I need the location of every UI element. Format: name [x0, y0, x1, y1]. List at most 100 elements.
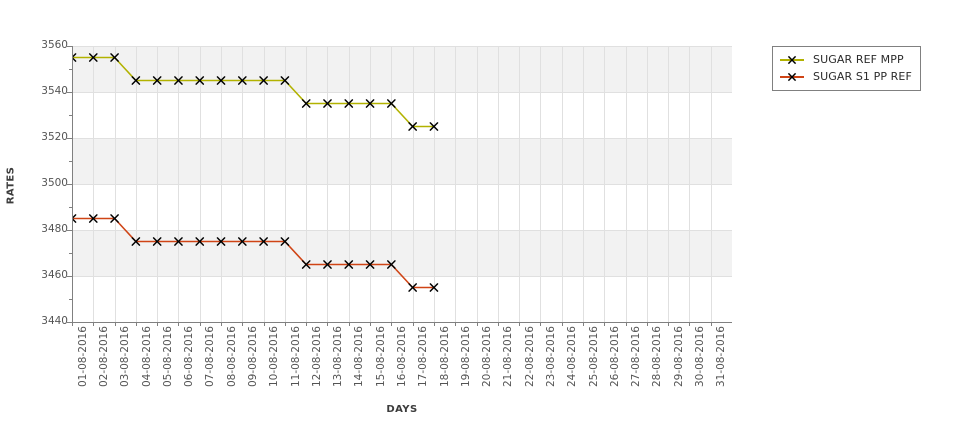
data-point-marker: [259, 76, 268, 85]
x-tick-label: 10-08-2016: [267, 326, 281, 398]
x-tick-label: 03-08-2016: [118, 326, 132, 398]
x-axis-tick-labels: 01-08-2016 02-08-2016 03-08-2016 04-08-2016…: [72, 326, 732, 406]
y-tick-label: 3500: [41, 177, 68, 189]
vertical-gridlines: [93, 46, 712, 322]
data-point-marker: [387, 99, 396, 108]
x-tick-label: 08-08-2016: [225, 326, 239, 398]
x-tick-label-text: 01-08-2016: [76, 326, 89, 388]
y-tick-label: 3540: [41, 85, 68, 97]
data-point-marker: [88, 53, 98, 62]
x-tick-label-text: 07-08-2016: [204, 326, 217, 388]
data-point-marker: [323, 99, 332, 108]
data-point-marker: [301, 99, 311, 108]
data-point-marker: [344, 99, 354, 108]
x-tick-label: 13-08-2016: [331, 326, 345, 398]
data-point-marker: [429, 283, 439, 292]
x-tick-label: 24-08-2016: [565, 326, 579, 398]
legend-swatch: [780, 55, 804, 64]
x-tick-label: 21-08-2016: [501, 326, 515, 398]
x-tick-label: 25-08-2016: [587, 326, 601, 398]
x-tick-label: 11-08-2016: [289, 326, 303, 398]
data-point-marker: [408, 283, 417, 292]
y-tick-label: 3480: [41, 223, 68, 235]
data-point-marker: [131, 76, 141, 85]
y-axis-title: RATES: [0, 130, 22, 240]
data-point-marker: [237, 76, 247, 85]
x-axis-title: DAYS: [386, 404, 418, 415]
horizontal-gridlines: [72, 46, 732, 277]
x-tick-label-text: 17-08-2016: [417, 326, 430, 388]
data-point-marker: [174, 76, 183, 85]
x-tick-label: 12-08-2016: [310, 326, 324, 398]
x-tick-label: 07-08-2016: [203, 326, 217, 398]
alternating-bands: [72, 46, 732, 276]
legend-item-label: SUGAR S1 PP REF: [813, 70, 912, 83]
x-tick-label-text: 31-08-2016: [715, 326, 728, 388]
chart-legend: SUGAR REF MPP SUGAR S1 PP REF: [772, 46, 921, 91]
x-tick-label-text: 15-08-2016: [374, 326, 387, 388]
y-axis-title-label: RATES: [5, 166, 17, 204]
data-point-marker: [237, 237, 247, 246]
data-point-marker: [152, 76, 162, 85]
x-tick-label-text: 26-08-2016: [608, 326, 621, 388]
legend-item[interactable]: SUGAR REF MPP: [779, 51, 912, 68]
y-tick-label: 3560: [41, 39, 68, 51]
x-tick-label-text: 16-08-2016: [395, 326, 408, 388]
x-tick-label: 05-08-2016: [161, 326, 175, 398]
x-tick-label: 22-08-2016: [523, 326, 537, 398]
data-point-marker: [195, 76, 205, 85]
y-tick-label: 3460: [41, 269, 68, 281]
x-tick-label: 18-08-2016: [438, 326, 452, 398]
x-tick-label-text: 09-08-2016: [246, 326, 259, 388]
data-point-marker: [429, 122, 439, 131]
y-tick-label: 3520: [41, 131, 68, 143]
x-tick-label: 20-08-2016: [480, 326, 494, 398]
x-tick-label-text: 03-08-2016: [118, 326, 131, 388]
data-point-marker: [344, 260, 354, 269]
data-point-marker: [72, 214, 77, 223]
x-tick-label: 26-08-2016: [608, 326, 622, 398]
x-tick-label: 04-08-2016: [140, 326, 154, 398]
x-tick-label: 31-08-2016: [714, 326, 728, 398]
x-tick-label: 16-08-2016: [395, 326, 409, 398]
x-tick-label-text: 21-08-2016: [502, 326, 515, 388]
x-tick-label: 09-08-2016: [246, 326, 260, 398]
x-tick-label: 14-08-2016: [352, 326, 366, 398]
x-tick-label-text: 20-08-2016: [480, 326, 493, 388]
x-tick-label-text: 13-08-2016: [331, 326, 344, 388]
legend-marker-icon: [787, 55, 797, 64]
x-tick-label-text: 29-08-2016: [672, 326, 685, 388]
data-point-marker: [408, 122, 417, 131]
x-tick-label: 27-08-2016: [629, 326, 643, 398]
data-point-marker: [131, 237, 141, 246]
data-point-marker: [174, 237, 183, 246]
x-tick-label: 29-08-2016: [672, 326, 686, 398]
legend-item-label: SUGAR REF MPP: [813, 53, 904, 66]
x-tick-label: 28-08-2016: [650, 326, 664, 398]
y-axis-tick-labels: 3440 3460 3480 3500 3520 3540 3560: [20, 0, 68, 429]
legend-swatch: [780, 72, 804, 81]
x-tick-label-text: 24-08-2016: [566, 326, 579, 388]
x-tick-label: 30-08-2016: [693, 326, 707, 398]
y-tick-label: 3440: [41, 315, 68, 327]
plot-area: [72, 46, 732, 322]
x-tick-label-text: 23-08-2016: [544, 326, 557, 388]
data-point-marker: [387, 260, 396, 269]
data-point-marker: [259, 237, 268, 246]
x-tick-label-text: 08-08-2016: [225, 326, 238, 388]
data-point-marker: [365, 260, 375, 269]
legend-item[interactable]: SUGAR S1 PP REF: [779, 68, 912, 85]
x-tick-label-text: 25-08-2016: [587, 326, 600, 388]
x-tick-label-text: 06-08-2016: [182, 326, 195, 388]
x-tick-label-text: 12-08-2016: [310, 326, 323, 388]
x-tick-label-text: 27-08-2016: [629, 326, 642, 388]
legend-marker-icon: [787, 72, 797, 81]
x-tick-label-text: 22-08-2016: [523, 326, 536, 388]
x-tick-label: 02-08-2016: [97, 326, 111, 398]
plot-svg: [72, 46, 732, 322]
x-tick-label-text: 04-08-2016: [140, 326, 153, 388]
x-tick-label-text: 02-08-2016: [97, 326, 110, 388]
x-tick-label-text: 14-08-2016: [353, 326, 366, 388]
data-point-marker: [195, 237, 205, 246]
